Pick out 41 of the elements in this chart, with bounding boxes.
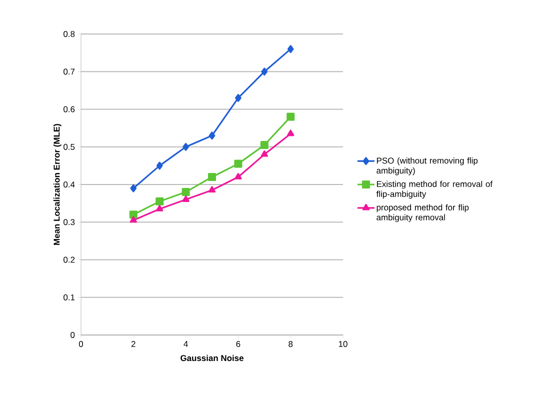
x-axis-title: Gaussian Noise (180, 354, 244, 362)
point (182, 142, 190, 151)
y-tick-label: 0.6 (64, 106, 75, 112)
point (208, 186, 216, 193)
point (286, 112, 295, 121)
legend-label: Existing method for removal of flip-ambiguity (376, 180, 493, 199)
legend-label: proposed method for flip ambiguity removal (376, 204, 469, 222)
x-tick-label: 10 (338, 341, 348, 348)
y-tick-label: 0.7 (64, 68, 75, 75)
y-tick-label: 0.1 (64, 294, 75, 300)
point (156, 197, 164, 206)
x-tick-label: 0 (78, 341, 84, 348)
point (182, 188, 190, 196)
y-tick-label: 0.5 (64, 144, 75, 150)
y-tick-label: 0.4 (64, 182, 75, 188)
point (208, 132, 216, 140)
point (260, 140, 268, 149)
y-tick-label: 0.2 (64, 256, 75, 263)
point (156, 204, 164, 212)
point (260, 150, 268, 157)
y-tick-label: 0.8 (64, 31, 75, 37)
point (287, 45, 294, 54)
point (234, 160, 242, 168)
point (261, 68, 268, 76)
y-tick-label: 0.3 (64, 219, 75, 226)
x-tick-label: 6 (236, 341, 240, 348)
y-axis-title: Mean Localization Error (MLE) (53, 124, 62, 245)
point (130, 216, 137, 223)
point (208, 172, 216, 181)
point (234, 172, 242, 180)
point (156, 162, 163, 170)
x-tick-label: 4 (184, 341, 188, 347)
point (287, 130, 294, 136)
point (129, 210, 138, 219)
x-tick-label: 8 (288, 341, 293, 348)
point (182, 196, 190, 202)
x-tick-label: 2 (131, 341, 136, 347)
point (235, 94, 242, 102)
y-tick-label: 0 (70, 332, 75, 338)
point (130, 184, 137, 192)
legend-label: PSO (without removing flip ambiguity) (376, 157, 478, 176)
